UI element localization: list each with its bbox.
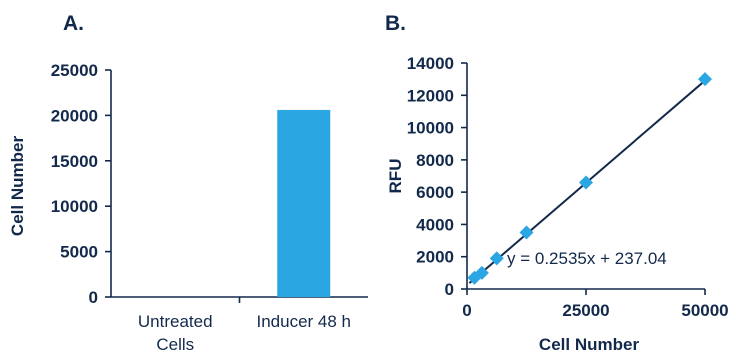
panel-b-x-tick-label: 0 — [462, 301, 471, 320]
panel-b-y-tick-label: 14000 — [407, 54, 454, 73]
panel-b-data-point — [579, 175, 593, 190]
panel-b-label: B. — [385, 12, 406, 35]
panel-b-axes: 0 2000 4000 6000 8000 10000 12000 14000 0 25000 50… — [407, 54, 729, 320]
panel-b-x-axis-title: Cell Number — [539, 335, 640, 354]
panel-b-y-tick-label: 8000 — [416, 151, 454, 170]
panel-b-x-tick-label: 50000 — [681, 301, 728, 320]
panel-b-data-point — [474, 265, 489, 280]
panel-a-bar — [277, 109, 331, 298]
panel-b-y-tick-label: 6000 — [416, 183, 454, 202]
panel-a-y-tick-label: 0 — [89, 288, 98, 307]
panel-b-data-point — [489, 251, 504, 266]
panel-a-y-tick-label: 5000 — [60, 243, 98, 262]
panel-a-y-tick-label: 15000 — [51, 152, 98, 171]
panel-b-points: y = 0.2535x + 237.04 — [467, 72, 712, 285]
panel-b-x-tick-label: 25000 — [562, 301, 609, 320]
panel-b-y-tick-label: 2000 — [416, 248, 454, 267]
panel-a-y-tick-label: 25000 — [51, 61, 98, 80]
panel-a-axes: 0 5000 10000 15000 20000 25000 Untreated Cells I… — [51, 61, 368, 354]
panel-a-y-tick-label: 20000 — [51, 106, 98, 125]
panel-a-category-label: Inducer 48 h — [256, 312, 351, 331]
panel-a-y-tick-label: 10000 — [51, 197, 98, 216]
panel-a-category-label: Cells — [156, 335, 194, 354]
panel-b-y-tick-label: 4000 — [416, 215, 454, 234]
panel-a-bars — [277, 109, 331, 298]
panel-b-scatter-chart: B. RFU Cell Number 0 2000 4000 6000 8000 1000… — [385, 12, 729, 354]
panel-b-equation-label: y = 0.2535x + 237.04 — [507, 249, 667, 268]
panel-a-category-label: Untreated — [138, 312, 213, 331]
panel-b-data-point — [519, 225, 534, 240]
panel-a-label: A. — [63, 12, 84, 35]
panel-a-y-axis-title: Cell Number — [8, 136, 27, 237]
panel-b-y-tick-label: 12000 — [407, 86, 454, 105]
panel-a-bar-chart: A. Cell Number 0 5000 10000 15000 20000 25000… — [8, 12, 368, 354]
panel-b-y-axis-title: RFU — [386, 159, 405, 194]
panel-b-data-point — [698, 72, 712, 87]
panel-b-y-tick-label: 10000 — [407, 119, 454, 138]
panel-b-y-tick-label: 0 — [445, 280, 454, 299]
